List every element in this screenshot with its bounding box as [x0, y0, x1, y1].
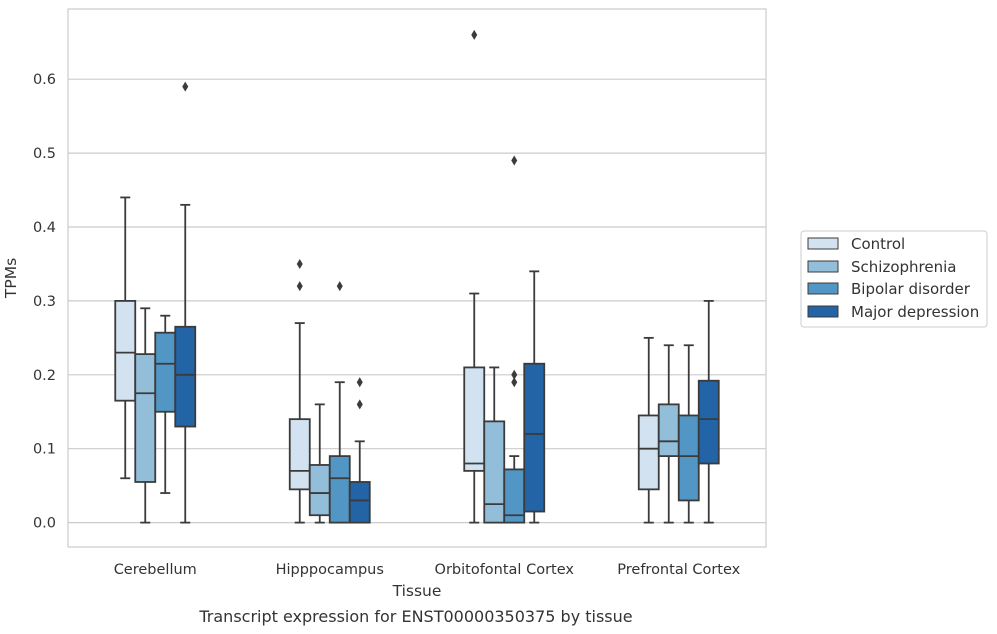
x-tick-label: Cerebellum — [114, 562, 197, 578]
legend-label-major-depression: Major depression — [851, 303, 979, 321]
outlier-point — [336, 281, 343, 292]
outlier-point — [511, 377, 518, 388]
box-schizophrenia-cerebellum — [134, 307, 157, 524]
box-iqr — [637, 414, 660, 491]
legend-swatch-control — [807, 237, 839, 250]
box-bipolar-disorder-orbitofontal-cortex — [503, 155, 526, 524]
legend-label-control: Control — [851, 235, 905, 253]
outlier-point — [296, 281, 303, 292]
box-iqr — [483, 420, 506, 524]
outlier-point — [511, 155, 518, 166]
y-axis-ticks: 0.0 0.1 0.2 0.3 0.4 0.5 0.6 — [33, 72, 56, 531]
box-iqr — [348, 481, 371, 524]
x-axis-label: Tissue — [392, 582, 442, 600]
y-tick-label: 0.4 — [33, 220, 56, 236]
box-iqr — [677, 414, 700, 502]
y-tick-label: 0.1 — [33, 442, 56, 458]
box-bipolar-disorder-hipppocampus — [328, 281, 351, 524]
x-axis-ticks: Cerebellum Hipppocampus Orbitofontal Corte… — [114, 562, 741, 578]
legend-frame — [800, 230, 988, 328]
box-iqr — [134, 353, 157, 483]
box-iqr — [174, 325, 197, 428]
outlier-point — [356, 399, 363, 410]
y-axis-label: TPMs — [2, 258, 20, 299]
legend-swatch-major-depression — [807, 305, 839, 318]
box-bipolar-disorder-prefrontal-cortex — [677, 344, 700, 524]
y-tick-label: 0.3 — [33, 294, 56, 310]
box-control-hipppocampus — [288, 258, 311, 524]
legend-swatch-schizophrenia — [807, 260, 839, 273]
series-control — [114, 29, 660, 524]
outlier-point — [182, 81, 189, 92]
legend-label-bipolar-disorder: Bipolar disorder — [851, 280, 971, 298]
box-control-prefrontal-cortex — [637, 336, 660, 524]
series-schizophrenia — [134, 307, 680, 524]
y-tick-label: 0.6 — [33, 72, 56, 88]
series-bipolar-disorder — [154, 155, 700, 524]
box-iqr — [328, 455, 351, 524]
box-iqr — [697, 379, 720, 465]
plot-frame — [67, 8, 767, 548]
box-major-depression-cerebellum — [174, 81, 197, 524]
x-tick-label: Orbitofontal Cortex — [435, 562, 575, 578]
box-major-depression-prefrontal-cortex — [697, 300, 720, 524]
outlier-point — [356, 377, 363, 388]
box-series — [114, 29, 720, 524]
y-tick-label: 0.5 — [33, 146, 56, 162]
legend-label-schizophrenia: Schizophrenia — [851, 258, 956, 276]
y-tick-label: 0.0 — [33, 516, 56, 532]
box-major-depression-orbitofontal-cortex — [523, 270, 546, 524]
outlier-point — [471, 29, 478, 40]
x-tick-label: Prefrontal Cortex — [617, 562, 740, 578]
box-bipolar-disorder-cerebellum — [154, 314, 177, 494]
outlier-point — [511, 369, 518, 380]
box-iqr — [154, 331, 177, 413]
box-iqr — [114, 300, 137, 402]
outlier-point — [296, 258, 303, 269]
box-schizophrenia-orbitofontal-cortex — [483, 366, 506, 524]
x-tick-label: Hipppocampus — [276, 562, 384, 578]
box-schizophrenia-hipppocampus — [308, 403, 331, 524]
box-control-orbitofontal-cortex — [463, 29, 486, 524]
box-iqr — [288, 418, 311, 491]
box-schizophrenia-prefrontal-cortex — [657, 344, 680, 524]
figure-caption: Transcript expression for ENST0000035037… — [198, 607, 632, 626]
box-iqr — [463, 366, 486, 472]
series-major-depression — [174, 81, 720, 524]
box-major-depression-hipppocampus — [348, 377, 371, 524]
legend-swatch-bipolar-disorder — [807, 282, 839, 295]
box-control-cerebellum — [114, 196, 137, 480]
box-iqr — [523, 362, 546, 513]
legend: Control Schizophrenia Bipolar disorder M… — [800, 230, 988, 328]
box-iqr — [308, 464, 331, 517]
box-iqr — [657, 403, 680, 458]
y-tick-label: 0.2 — [33, 368, 56, 384]
